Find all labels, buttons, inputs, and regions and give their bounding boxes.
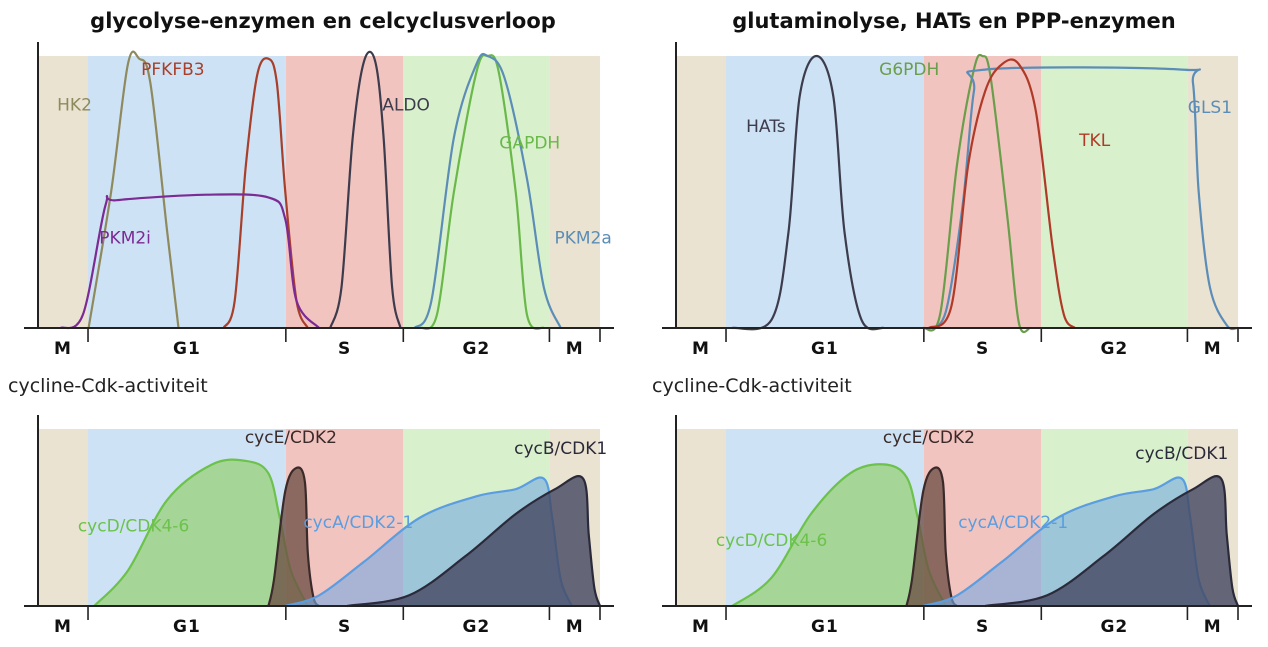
- curve-fill-cycd-cdk4-6: [732, 464, 946, 606]
- phase-band-m-0: [676, 56, 727, 328]
- phase-label-m-0: M: [54, 339, 72, 359]
- curve-label-hats: HATs: [746, 117, 786, 137]
- curve-cyce-cdk2: [905, 466, 958, 607]
- panel-top-left: HK2 PFKFB3 PKM2i ALDO GAPDH PKM2a M G1 S G2 M: [24, 42, 614, 359]
- phase-band-g2-3: [403, 56, 550, 328]
- curve-cycb-cdk1: [346, 475, 602, 608]
- curve-label-pkm2a: PKM2a: [554, 229, 611, 249]
- phase-label-m-4: M: [1204, 617, 1222, 637]
- right-title: glutaminolyse, HATs en PPP-enzymen: [732, 9, 1176, 33]
- phase-label-m-0: M: [54, 617, 72, 637]
- phase-label-g2-3: G2: [1100, 617, 1128, 637]
- phase-label-g2-3: G2: [1100, 339, 1128, 359]
- phase-label-g1-1: G1: [811, 339, 839, 359]
- phase-label-s-2: S: [976, 617, 989, 637]
- curve-label-pfkfb3: PFKFB3: [141, 60, 204, 80]
- panel-bottom-right: cycD/CDK4-6 cycE/CDK2 cycA/CDK2-1 cycB/CDK1…: [662, 415, 1252, 637]
- phase-label-g1-1: G1: [173, 617, 201, 637]
- curve-g6pdh: [922, 53, 1032, 334]
- curve-tkl: [928, 58, 1076, 329]
- curve-gls1: [928, 66, 1239, 331]
- phase-band-s-2: [285, 56, 404, 328]
- curve-label-cycd-cdk4-6: cycD/CDK4-6: [78, 517, 189, 537]
- curve-label-gls1: GLS1: [1188, 98, 1232, 118]
- right-section-label: cycline-Cdk-activiteit: [652, 375, 852, 397]
- curve-hats: [731, 54, 885, 331]
- phase-label-g2-3: G2: [462, 617, 490, 637]
- curve-label-g6pdh: G6PDH: [879, 60, 939, 80]
- phase-label-m-0: M: [692, 339, 710, 359]
- phase-label-m-0: M: [692, 617, 710, 637]
- curve-fill-cycb-cdk1: [985, 476, 1238, 606]
- phase-label-g1-1: G1: [173, 339, 201, 359]
- curve-fill-cycd-cdk4-6: [94, 459, 308, 606]
- curve-label-cycb-cdk1: cycB/CDK1: [1135, 444, 1228, 464]
- phase-band-m-0: [38, 56, 89, 328]
- curve-label-cycd-cdk4-6: cycD/CDK4-6: [716, 531, 827, 551]
- phase-band-m-0: [676, 429, 727, 606]
- phase-label-s-2: S: [338, 339, 351, 359]
- curve-label-cyca-cdk2-1: cycA/CDK2-1: [958, 513, 1068, 533]
- phase-label-m-4: M: [1204, 339, 1222, 359]
- curve-fill-cyce-cdk2: [906, 467, 957, 606]
- curve-fill-cyce-cdk2: [268, 467, 319, 606]
- phase-band-g1-1: [726, 56, 924, 328]
- curve-label-gapdh: GAPDH: [499, 133, 560, 153]
- curve-cyce-cdk2: [267, 466, 320, 607]
- curve-label-hk2: HK2: [57, 95, 92, 115]
- phase-label-g2-3: G2: [462, 339, 490, 359]
- phase-label-s-2: S: [338, 617, 351, 637]
- curve-pkm2a: [413, 52, 562, 329]
- phase-band-g2-3: [1041, 56, 1188, 328]
- curve-label-aldo: ALDO: [382, 95, 430, 115]
- left-section-label: cycline-Cdk-activiteit: [8, 375, 208, 397]
- curve-label-cyce-cdk2: cycE/CDK2: [245, 428, 337, 448]
- curve-hk2: [87, 50, 180, 329]
- curve-cycb-cdk1: [984, 475, 1240, 608]
- phase-label-s-2: S: [976, 339, 989, 359]
- phase-band-g1-1: [88, 56, 286, 328]
- curve-label-tkl: TKL: [1078, 131, 1111, 151]
- curve-fill-cycb-cdk1: [347, 476, 600, 606]
- curve-label-cyca-cdk2-1: cycA/CDK2-1: [303, 513, 413, 533]
- phase-band-m-4: [1187, 56, 1238, 328]
- left-title: glycolyse-enzymen en celcyclusverloop: [90, 9, 556, 33]
- phase-band-m-0: [38, 429, 89, 606]
- phase-label-m-4: M: [566, 339, 584, 359]
- curve-aldo: [329, 50, 402, 329]
- phase-label-m-4: M: [566, 617, 584, 637]
- panel-bottom-left: cycD/CDK4-6 cycE/CDK2 cycA/CDK2-1 cycB/CDK1…: [24, 415, 614, 637]
- phase-label-g1-1: G1: [811, 617, 839, 637]
- panel-top-right: HATs G6PDH GLS1 TKL M G1 S G2 M: [662, 42, 1252, 359]
- curve-label-cyce-cdk2: cycE/CDK2: [883, 428, 975, 448]
- curve-label-cycb-cdk1: cycB/CDK1: [514, 439, 607, 459]
- curve-pkm2i: [59, 193, 320, 330]
- curve-label-pkm2i: PKM2i: [99, 229, 151, 249]
- phase-band-m-4: [549, 56, 600, 328]
